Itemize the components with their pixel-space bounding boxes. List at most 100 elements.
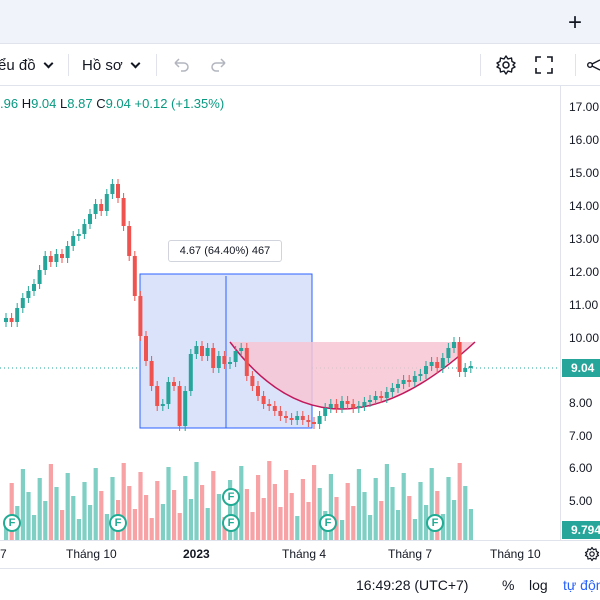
candle-body — [300, 416, 305, 420]
volume-bar — [216, 494, 221, 540]
auto-scale-toggle[interactable]: tự độn — [563, 577, 600, 593]
candle-body — [256, 386, 260, 396]
cup-pattern-fill — [230, 342, 475, 409]
time-axis[interactable]: 7 Tháng 10 2023 Tháng 4 Tháng 7 Tháng 10 — [0, 540, 600, 568]
undo-icon[interactable] — [172, 44, 190, 86]
share-icon[interactable] — [586, 44, 600, 86]
event-badge[interactable]: F — [222, 514, 240, 532]
open-value: .96 — [0, 96, 19, 111]
price-label: 11.00 — [569, 298, 599, 312]
candle-body — [356, 406, 361, 408]
volume-bar — [88, 505, 93, 540]
volume-bar — [278, 507, 283, 540]
volume-bar — [177, 513, 182, 540]
volume-bar — [60, 510, 65, 540]
candle-body — [412, 376, 417, 382]
price-label: 8.00 — [569, 396, 593, 410]
candle-body — [424, 366, 428, 374]
measure-label[interactable]: 4.67 (64.40%) 467 — [168, 240, 282, 262]
redo-icon[interactable] — [210, 44, 228, 86]
candle-body — [37, 270, 42, 284]
candle-body — [368, 400, 372, 402]
event-badge[interactable]: F — [109, 514, 127, 532]
event-badge[interactable]: F — [319, 514, 337, 532]
volume-bar — [256, 475, 261, 540]
toolbar-divider — [480, 54, 481, 76]
candle-body — [65, 246, 70, 258]
candle-body — [194, 346, 199, 354]
close-value: 9.04 — [105, 96, 131, 111]
candle-body — [244, 348, 249, 376]
candle-body — [233, 351, 238, 362]
volume-bar — [76, 519, 81, 540]
candle-body — [48, 256, 53, 262]
volume-bar — [82, 482, 87, 540]
volume-bar — [188, 499, 193, 540]
clock-readout[interactable]: 16:49:28 (UTC+7) — [356, 577, 469, 593]
candle-body — [250, 376, 255, 386]
volume-bar — [48, 464, 53, 540]
fullscreen-icon[interactable] — [535, 44, 553, 86]
toolbar-divider — [156, 54, 157, 76]
candle-body — [340, 401, 344, 408]
candle-body — [110, 184, 115, 194]
candle-body — [166, 382, 171, 404]
volume-bar — [239, 466, 244, 540]
candle-body — [160, 404, 165, 406]
candle-body — [440, 358, 445, 368]
volume-bar — [368, 515, 373, 540]
time-label: Tháng 4 — [282, 547, 327, 561]
price-axis[interactable]: 17.00 16.00 15.00 14.00 13.00 12.00 11.0… — [560, 86, 600, 540]
volume-bar — [132, 509, 137, 540]
price-label: 6.00 — [569, 461, 593, 475]
candle-body — [295, 416, 300, 420]
chart-pane[interactable] — [0, 86, 560, 540]
price-label: 13.00 — [569, 232, 600, 246]
volume-bar — [284, 470, 289, 540]
percent-toggle[interactable]: % — [502, 577, 515, 593]
time-label: Tháng 10 — [490, 547, 541, 561]
volume-bar — [228, 480, 233, 540]
volume-bar — [384, 464, 389, 540]
plus-icon[interactable]: + — [567, 9, 582, 36]
volume-bar — [306, 502, 311, 540]
chart-type-dropdown[interactable]: ểu đồ — [0, 44, 53, 86]
volume-bar — [463, 486, 468, 540]
volume-bar — [104, 514, 109, 540]
candle-body — [362, 402, 367, 406]
candle-body — [116, 184, 120, 198]
tab-bar: + — [0, 0, 600, 44]
candle-body — [9, 318, 14, 322]
volume-bar — [172, 490, 177, 540]
volume-bar — [26, 492, 31, 540]
profile-dropdown[interactable]: Hồ sơ — [82, 44, 141, 86]
candle-body — [71, 236, 76, 246]
volume-bar — [71, 496, 76, 540]
candle-body — [82, 224, 87, 234]
volume-bar — [166, 467, 171, 540]
candle-body — [379, 396, 384, 398]
gear-icon[interactable] — [495, 44, 517, 86]
candle-body — [429, 362, 434, 366]
candle-body — [121, 198, 126, 226]
candle-body — [384, 392, 389, 398]
log-toggle[interactable]: log — [529, 577, 548, 593]
time-label: 2023 — [183, 547, 210, 561]
candle-body — [4, 318, 8, 322]
candle-body — [284, 416, 288, 418]
candle-body — [76, 234, 81, 236]
event-badge[interactable]: F — [3, 514, 21, 532]
candle-body — [396, 384, 400, 388]
candle-body — [334, 404, 339, 408]
gear-icon[interactable] — [584, 546, 600, 567]
candle-body — [446, 348, 451, 358]
candle-body — [373, 396, 378, 400]
event-badge[interactable]: F — [222, 488, 240, 506]
candle-body — [177, 386, 182, 426]
candle-body — [26, 291, 31, 298]
candle-body — [457, 342, 462, 372]
event-badge[interactable]: F — [426, 514, 444, 532]
volume-bar — [20, 469, 25, 540]
candle-body — [222, 356, 227, 364]
candle-body — [323, 408, 328, 416]
